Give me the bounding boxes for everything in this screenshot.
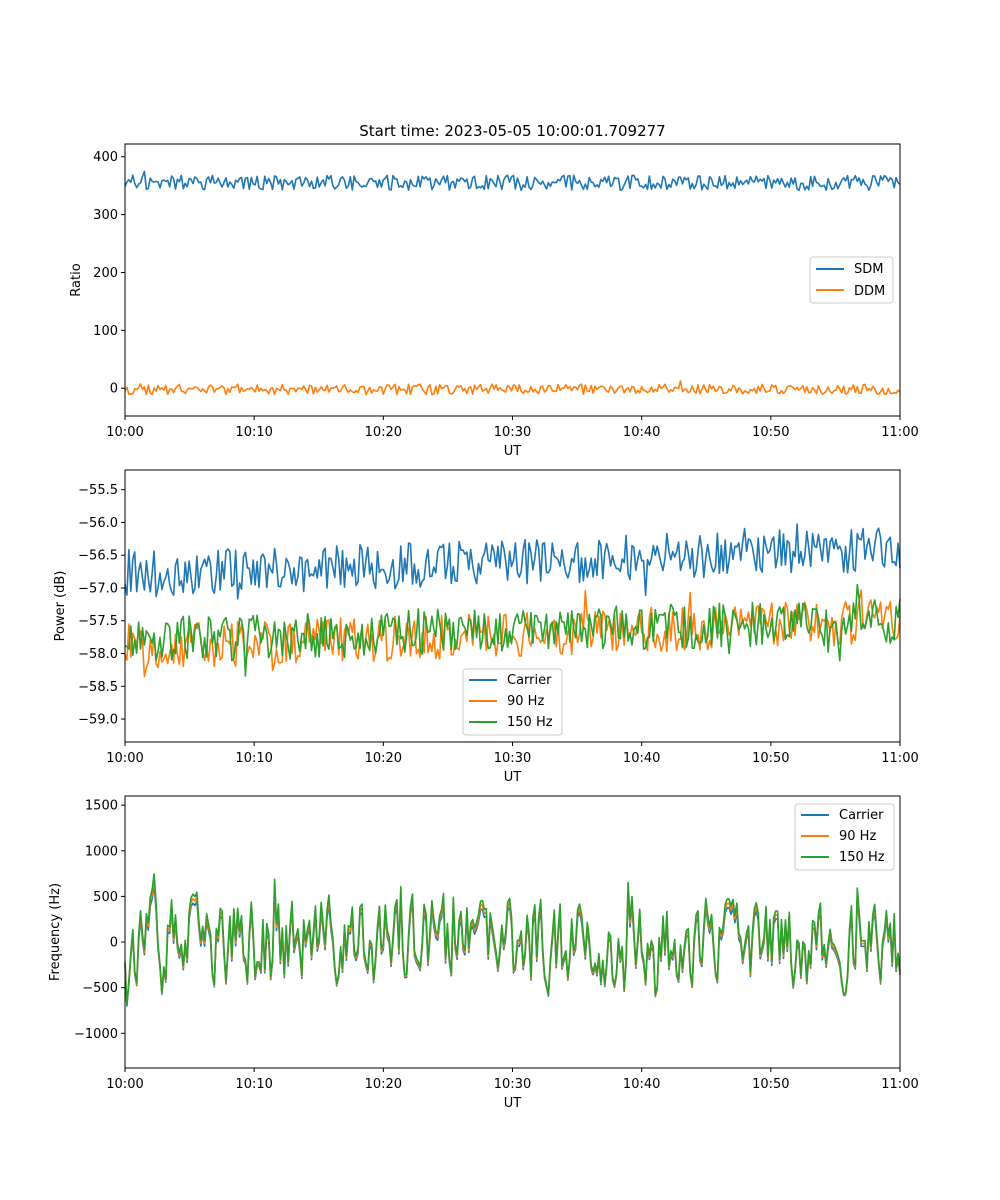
legend-box — [462, 668, 563, 736]
x-tick-label: 10:10 — [235, 1077, 272, 1092]
y-tick-label: −59.0 — [78, 713, 118, 728]
x-axis-ticks: 10:00 10:10 10:20 10:30 10:40 10:50 11:00 — [106, 742, 919, 766]
x-tick-label: 10:10 — [235, 751, 272, 766]
x-tick-label: 10:50 — [752, 425, 789, 440]
legend-box — [794, 803, 895, 871]
x-tick-label: 10:00 — [106, 1077, 143, 1092]
series-line-sdm — [124, 170, 901, 192]
series-line-150-hz — [124, 583, 901, 677]
plot-frame — [124, 795, 901, 1069]
legend-label-ddm: DDM — [854, 284, 885, 299]
y-tick-label: 0 — [110, 936, 118, 951]
x-tick-label: 10:40 — [623, 425, 660, 440]
series-group — [124, 523, 901, 678]
x-tick-label: 10:30 — [494, 425, 531, 440]
plot-frame — [124, 143, 901, 417]
y-tick-label: 200 — [93, 266, 118, 281]
legend: SDM DDM — [809, 256, 894, 304]
x-tick-label: 11:00 — [881, 425, 918, 440]
y-tick-label: −58.0 — [78, 647, 118, 662]
panel-power: −59.0 −58.5 −58.0 −57.5 −57.0 −56.5 −56.0 −55.5… — [53, 469, 919, 785]
x-tick-label: 11:00 — [881, 1077, 918, 1092]
legend: Carrier 90 Hz 150 Hz — [794, 803, 895, 871]
x-tick-label: 10:20 — [365, 1077, 402, 1092]
x-tick-label: 10:40 — [623, 1077, 660, 1092]
x-axis-label: UT — [504, 1096, 522, 1111]
legend-label-carrier: Carrier — [507, 673, 552, 688]
y-tick-label: −57.5 — [78, 614, 118, 629]
legend-label-carrier: Carrier — [839, 808, 884, 823]
x-tick-label: 10:20 — [365, 751, 402, 766]
x-axis-ticks: 10:00 10:10 10:20 10:30 10:40 10:50 11:00 — [106, 1068, 919, 1092]
y-axis-label: Frequency (Hz) — [48, 883, 63, 981]
legend-label-150hz: 150 Hz — [839, 850, 885, 865]
x-tick-label: 11:00 — [881, 751, 918, 766]
series-group — [124, 170, 901, 396]
y-tick-label: −1000 — [74, 1027, 118, 1042]
x-tick-label: 10:40 — [623, 751, 660, 766]
x-tick-label: 10:30 — [494, 751, 531, 766]
plot-frame — [124, 469, 901, 743]
y-axis-ticks: −1000 −500 0 500 1000 1500 — [74, 799, 125, 1042]
legend: Carrier 90 Hz 150 Hz — [462, 668, 563, 736]
legend-label-sdm: SDM — [854, 262, 883, 277]
y-tick-label: −56.5 — [78, 549, 118, 564]
y-tick-label: 100 — [93, 324, 118, 339]
series-group — [124, 873, 901, 1007]
panel-ratio: Start time: 2023-05-05 10:00:01.709277 0… — [69, 122, 919, 459]
y-tick-label: 0 — [110, 382, 118, 397]
x-tick-label: 10:00 — [106, 751, 143, 766]
x-tick-label: 10:30 — [494, 1077, 531, 1092]
x-tick-label: 10:50 — [752, 751, 789, 766]
y-tick-label: −55.5 — [78, 483, 118, 498]
x-tick-label: 10:50 — [752, 1077, 789, 1092]
y-tick-label: 1000 — [85, 844, 118, 859]
series-line-150-hz — [124, 873, 901, 1006]
y-axis-ticks: −59.0 −58.5 −58.0 −57.5 −57.0 −56.5 −56.0 −55.5 — [78, 483, 125, 728]
x-axis-label: UT — [504, 444, 522, 459]
y-tick-label: −58.5 — [78, 680, 118, 695]
y-tick-label: −500 — [82, 981, 118, 996]
y-tick-label: 300 — [93, 208, 118, 223]
x-tick-label: 10:20 — [365, 425, 402, 440]
legend-label-90hz: 90 Hz — [839, 829, 876, 844]
y-axis-ticks: 0 100 200 300 400 — [93, 150, 125, 397]
y-tick-label: 500 — [93, 890, 118, 905]
x-tick-label: 10:00 — [106, 425, 143, 440]
y-tick-label: −56.0 — [78, 516, 118, 531]
y-tick-label: 400 — [93, 150, 118, 165]
x-axis-label: UT — [504, 770, 522, 785]
series-line-carrier — [124, 523, 901, 600]
y-axis-label: Ratio — [69, 263, 84, 296]
legend-label-90hz: 90 Hz — [507, 694, 544, 709]
chart-title: Start time: 2023-05-05 10:00:01.709277 — [359, 122, 665, 140]
legend-label-150hz: 150 Hz — [507, 715, 553, 730]
y-tick-label: −57.0 — [78, 581, 118, 596]
y-tick-label: 1500 — [85, 799, 118, 814]
series-line-ddm — [124, 380, 901, 396]
x-axis-ticks: 10:00 10:10 10:20 10:30 10:40 10:50 11:00 — [106, 416, 919, 440]
x-tick-label: 10:10 — [235, 425, 272, 440]
y-axis-label: Power (dB) — [53, 571, 68, 642]
